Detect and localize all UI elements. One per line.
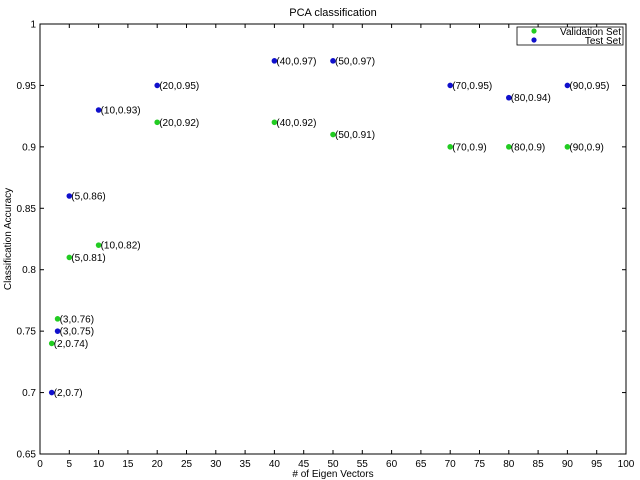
point-test	[54, 328, 61, 334]
x-tick-label: 80	[503, 459, 515, 470]
data-label-test: (20,0.95)	[159, 81, 199, 92]
y-tick-label: 0.7	[22, 388, 36, 399]
data-label-test: (50,0.97)	[335, 56, 375, 67]
data-label-test: (10,0.93)	[101, 106, 141, 117]
y-tick-label: 0.8	[22, 265, 36, 276]
data-label-validation: (3,0.76)	[60, 314, 94, 325]
x-tick-label: 60	[386, 459, 398, 470]
data-label-validation: (40,0.92)	[276, 118, 316, 129]
legend: Validation Set Test Set	[516, 26, 624, 47]
x-tick-label: 45	[298, 459, 310, 470]
x-tick-label: 65	[415, 459, 427, 470]
point-test	[154, 82, 160, 89]
y-tick-label: 1	[30, 20, 36, 31]
point-validation	[66, 254, 73, 261]
y-tick-label: 0.75	[17, 327, 37, 338]
data-label-validation: (10,0.82)	[101, 241, 141, 252]
x-tick-label: 0	[37, 459, 43, 470]
data-label-test: (3,0.75)	[60, 327, 94, 338]
point-test	[330, 58, 336, 64]
data-label-validation: (2,0.74)	[54, 339, 88, 350]
data-label-test: (40,0.97)	[276, 56, 316, 67]
legend-box	[516, 26, 624, 46]
data-label-test: (70,0.95)	[452, 81, 492, 92]
plot-frame	[39, 23, 627, 455]
y-axis-label: Classification Accuracy	[3, 188, 14, 290]
data-label-test: (5,0.86)	[71, 192, 105, 203]
data-label-test: (80,0.94)	[511, 93, 551, 104]
x-axis: 0 5 10 15 20 25 30 35 40 45 50 55 60 65 70 75 80 85 90 95 10…	[37, 24, 635, 470]
point-test	[506, 94, 512, 101]
point-test	[271, 58, 278, 64]
data-label-test: (2,0.7)	[54, 388, 83, 399]
point-validation	[506, 144, 512, 150]
x-tick-label: 95	[591, 459, 603, 470]
x-tick-label: 10	[93, 459, 105, 470]
x-tick-label: 85	[533, 459, 545, 470]
y-tick-label: 0.65	[17, 450, 37, 461]
data-label-validation: (70,0.9)	[452, 142, 486, 153]
x-tick-label: 25	[181, 459, 193, 470]
point-validation	[154, 119, 160, 126]
point-validation	[54, 316, 61, 322]
x-tick-label: 50	[327, 459, 339, 470]
legend-label-test: Test Set	[585, 36, 621, 47]
y-tick-label: 0.9	[22, 142, 36, 153]
point-test	[447, 82, 454, 89]
point-validation	[564, 144, 571, 150]
data-label-validation: (5,0.81)	[71, 253, 105, 264]
data-label-test: (90,0.95)	[569, 81, 609, 92]
data-label-validation: (50,0.91)	[335, 130, 375, 141]
x-axis-label: # of Eigen Vectors	[292, 469, 373, 480]
x-tick-label: 35	[240, 459, 252, 470]
data-label-validation: (80,0.9)	[511, 142, 545, 153]
x-tick-label: 40	[269, 459, 281, 470]
point-validation	[330, 131, 336, 138]
y-tick-label: 0.95	[17, 81, 37, 92]
legend-marker-validation	[531, 28, 537, 34]
point-test	[48, 389, 55, 396]
point-test	[95, 107, 102, 113]
x-tick-label: 75	[474, 459, 486, 470]
data-label-validation: (90,0.9)	[569, 142, 603, 153]
legend-marker-test	[531, 37, 537, 43]
point-validation	[447, 144, 454, 150]
point-validation	[48, 340, 55, 347]
x-tick-label: 70	[445, 459, 457, 470]
x-tick-label: 55	[357, 459, 369, 470]
x-tick-label: 30	[210, 459, 222, 470]
x-tick-label: 90	[562, 459, 574, 470]
x-tick-label: 15	[122, 459, 134, 470]
data-label-validation: (20,0.92)	[159, 118, 199, 129]
point-validation	[271, 119, 278, 126]
x-tick-label: 20	[152, 459, 164, 470]
point-test	[564, 82, 571, 89]
x-tick-label: 5	[67, 459, 73, 470]
data-labels: (2,0.74) (3,0.76) (5,0.81)(10,0.82) (20,0.9…	[54, 56, 610, 399]
y-axis: 0.65 0.7 0.75 0.8 0.85 0.9 0.95 1	[17, 20, 626, 461]
point-test	[66, 193, 73, 199]
chart-title: PCA classification	[289, 7, 376, 19]
y-tick-label: 0.85	[17, 204, 37, 215]
data-series	[48, 58, 571, 396]
point-validation	[95, 242, 102, 248]
x-tick-label: 100	[618, 459, 635, 470]
legend-label-validation: Validation Set	[560, 27, 621, 38]
